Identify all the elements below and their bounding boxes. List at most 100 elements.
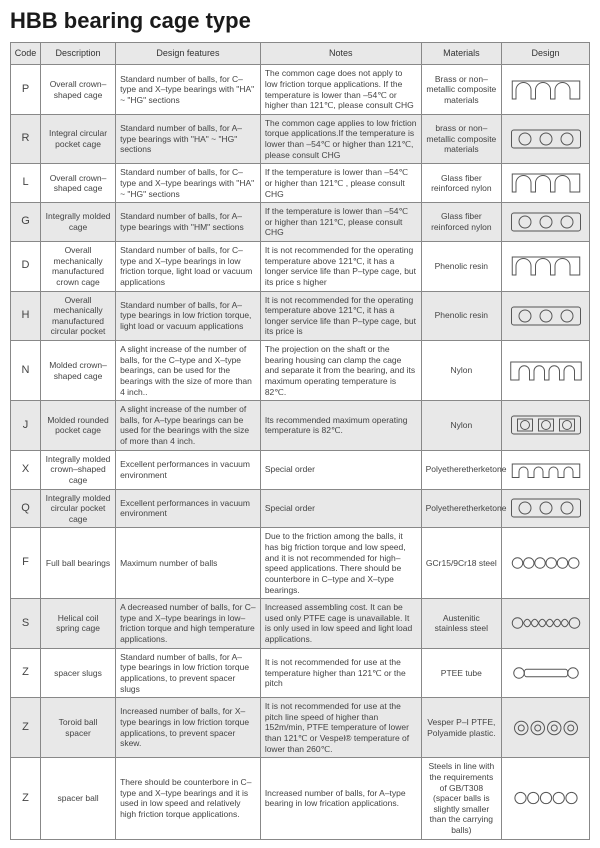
table-row: GIntegrally molded cageStandard number o… bbox=[11, 203, 590, 242]
cell-description: spacer slugs bbox=[41, 648, 116, 698]
cell-description: Helical coil spring cage bbox=[41, 599, 116, 649]
cell-notes: Special order bbox=[260, 489, 421, 528]
table-row: SHelical coil spring cageA decreased num… bbox=[11, 599, 590, 649]
cell-materials: Phenolic resin bbox=[421, 291, 501, 341]
cell-description: Integrally molded crown–shaped cage bbox=[41, 450, 116, 489]
bearing-cage-table: Code Description Design features Notes M… bbox=[10, 42, 590, 840]
cell-design-icon bbox=[502, 65, 590, 115]
cell-materials: Nylon bbox=[421, 401, 501, 451]
cell-code: R bbox=[11, 114, 41, 164]
cell-notes: The common cage applies to low friction … bbox=[260, 114, 421, 164]
cell-materials: Polyetheretherketone bbox=[421, 450, 501, 489]
cell-code: L bbox=[11, 164, 41, 203]
cell-design-features: Excellent performances in vacuum environ… bbox=[116, 489, 261, 528]
cell-description: Integrally molded circular pocket cage bbox=[41, 489, 116, 528]
cell-code: Z bbox=[11, 698, 41, 758]
cell-materials: PTEE tube bbox=[421, 648, 501, 698]
cell-description: Integral circular pocket cage bbox=[41, 114, 116, 164]
table-row: NMolded crown–shaped cageA slight increa… bbox=[11, 341, 590, 401]
cell-design-icon bbox=[502, 114, 590, 164]
cell-code: S bbox=[11, 599, 41, 649]
cell-code: G bbox=[11, 203, 41, 242]
cell-notes: If the temperature is lower than –54℃ or… bbox=[260, 164, 421, 203]
cell-description: Integrally molded cage bbox=[41, 203, 116, 242]
cell-code: Q bbox=[11, 489, 41, 528]
table-row: HOverall mechanically manufactured circu… bbox=[11, 291, 590, 341]
cell-description: Molded crown–shaped cage bbox=[41, 341, 116, 401]
cell-code: H bbox=[11, 291, 41, 341]
cell-notes: Increased assembling cost. It can be use… bbox=[260, 599, 421, 649]
cell-code: F bbox=[11, 528, 41, 599]
cell-design-icon bbox=[502, 528, 590, 599]
cell-design-features: A slight increase of the number of balls… bbox=[116, 341, 261, 401]
cell-description: Overall mechanically manufactured crown … bbox=[41, 242, 116, 292]
cell-design-icon bbox=[502, 401, 590, 451]
cell-design-features: Standard number of balls, for C–type and… bbox=[116, 65, 261, 115]
cell-materials: GCr15/9Cr18 steel bbox=[421, 528, 501, 599]
cell-design-features: Excellent performances in vacuum environ… bbox=[116, 450, 261, 489]
table-row: RIntegral circular pocket cageStandard n… bbox=[11, 114, 590, 164]
table-row: DOverall mechanically manufactured crown… bbox=[11, 242, 590, 292]
cell-description: Overall mechanically manufactured circul… bbox=[41, 291, 116, 341]
cell-materials: Polyetheretherketone bbox=[421, 489, 501, 528]
cell-design-features: A slight increase of the number of balls… bbox=[116, 401, 261, 451]
cell-notes: The projection on the shaft or the beari… bbox=[260, 341, 421, 401]
table-row: LOverall crown–shaped cageStandard numbe… bbox=[11, 164, 590, 203]
cell-design-features: Standard number of balls, for C–type and… bbox=[116, 242, 261, 292]
cell-design-features: Standard number of balls, for C–type and… bbox=[116, 164, 261, 203]
cell-code: P bbox=[11, 65, 41, 115]
cell-notes: The common cage does not apply to low fr… bbox=[260, 65, 421, 115]
cell-design-features: A decreased number of balls, for C–type … bbox=[116, 599, 261, 649]
cell-notes: It is not recommended for the operating … bbox=[260, 291, 421, 341]
cell-materials: Phenolic resin bbox=[421, 242, 501, 292]
table-row: POverall crown–shaped cageStandard numbe… bbox=[11, 65, 590, 115]
col-description: Description bbox=[41, 43, 116, 65]
cell-code: J bbox=[11, 401, 41, 451]
cell-code: Z bbox=[11, 648, 41, 698]
cell-design-icon bbox=[502, 341, 590, 401]
cell-notes: Special order bbox=[260, 450, 421, 489]
col-notes: Notes bbox=[260, 43, 421, 65]
cell-code: X bbox=[11, 450, 41, 489]
cell-code: D bbox=[11, 242, 41, 292]
cell-design-icon bbox=[502, 489, 590, 528]
cell-design-icon bbox=[502, 648, 590, 698]
cell-materials: Vesper P–I PTFE, Polyamide plastic. bbox=[421, 698, 501, 758]
col-materials: Materials bbox=[421, 43, 501, 65]
cell-design-icon bbox=[502, 599, 590, 649]
table-row: FFull ball bearingsMaximum number of bal… bbox=[11, 528, 590, 599]
cell-description: Molded rounded pocket cage bbox=[41, 401, 116, 451]
cell-design-icon bbox=[502, 203, 590, 242]
cell-notes: If the temperature is lower than –54℃ or… bbox=[260, 203, 421, 242]
cell-materials: Glass fiber reinforced nylon bbox=[421, 203, 501, 242]
cell-design-features: Standard number of balls, for A–type bea… bbox=[116, 114, 261, 164]
cell-notes: It is not recommended for use at the tem… bbox=[260, 648, 421, 698]
cell-notes: Its recommended maximum operating temper… bbox=[260, 401, 421, 451]
cell-design-features: Standard number of balls, for A–type bea… bbox=[116, 203, 261, 242]
cell-materials: Glass fiber reinforced nylon bbox=[421, 164, 501, 203]
cell-materials: Brass or non–metallic composite material… bbox=[421, 65, 501, 115]
cell-materials: Nylon bbox=[421, 341, 501, 401]
table-row: QIntegrally molded circular pocket cageE… bbox=[11, 489, 590, 528]
cell-materials: Austenitic stainless steel bbox=[421, 599, 501, 649]
col-design-features: Design features bbox=[116, 43, 261, 65]
cell-description: Overall crown–shaped cage bbox=[41, 164, 116, 203]
table-row: XIntegrally molded crown–shaped cageExce… bbox=[11, 450, 590, 489]
cell-design-icon bbox=[502, 450, 590, 489]
cell-notes: It is not recommended for use at the pit… bbox=[260, 698, 421, 758]
cell-design-icon bbox=[502, 164, 590, 203]
cell-notes: Due to the friction among the balls, it … bbox=[260, 528, 421, 599]
cell-design-icon bbox=[502, 242, 590, 292]
cell-notes: It is not recommended for the operating … bbox=[260, 242, 421, 292]
table-row: JMolded rounded pocket cageA slight incr… bbox=[11, 401, 590, 451]
cell-code: N bbox=[11, 341, 41, 401]
col-design: Design bbox=[502, 43, 590, 65]
table-header-row: Code Description Design features Notes M… bbox=[11, 43, 590, 65]
col-code: Code bbox=[11, 43, 41, 65]
cell-description: Overall crown–shaped cage bbox=[41, 65, 116, 115]
cell-materials: brass or non–metallic composite material… bbox=[421, 114, 501, 164]
cell-design-icon bbox=[502, 291, 590, 341]
table-row: Zspacer slugsStandard number of balls, f… bbox=[11, 648, 590, 698]
cell-design-features: Increased number of balls, for X–type be… bbox=[116, 698, 261, 758]
page-title: HBB bearing cage type bbox=[10, 8, 590, 34]
